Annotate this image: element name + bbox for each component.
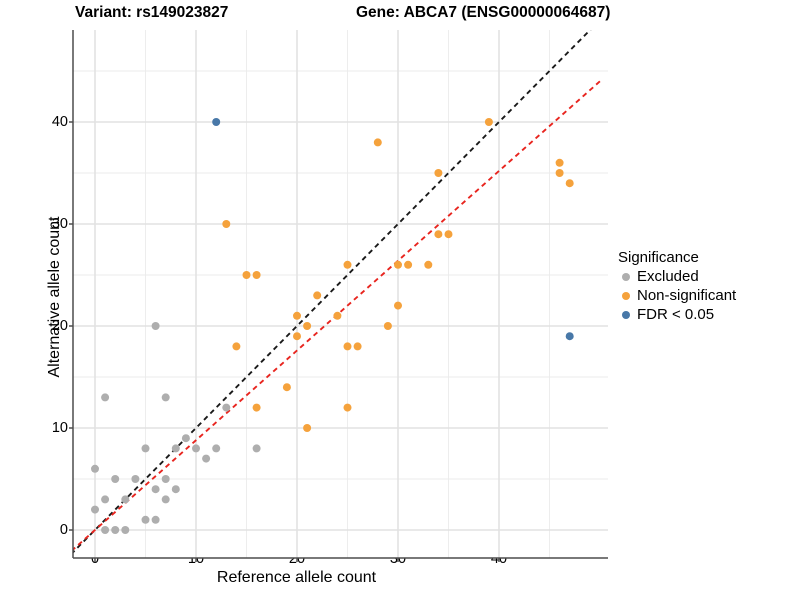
data-point	[101, 393, 110, 402]
data-point	[161, 393, 170, 402]
reference-line-fit	[73, 80, 601, 551]
legend-title: Significance	[618, 249, 699, 266]
data-point	[434, 169, 443, 177]
data-point	[151, 322, 160, 330]
data-point	[121, 495, 130, 504]
data-point	[313, 291, 322, 300]
data-point	[141, 515, 150, 524]
legend-item-non-significant[interactable]: Non-significant	[618, 286, 798, 305]
data-point	[303, 322, 312, 330]
data-point	[252, 403, 261, 412]
legend-label-excluded: Excluded	[637, 268, 699, 285]
data-point	[343, 403, 352, 412]
data-point	[121, 526, 130, 534]
title-row: Variant: rs149023827 Gene: ABCA7 (ENSG00…	[0, 4, 800, 30]
data-point	[111, 526, 120, 534]
data-point	[565, 179, 574, 188]
variant-title: Variant: rs149023827	[75, 4, 229, 21]
grid-lines	[73, 30, 608, 558]
legend: Significance Excluded Non-significant FD…	[618, 249, 798, 324]
data-point	[303, 424, 312, 432]
legend-swatch-non-significant-icon	[618, 288, 634, 304]
data-point	[192, 444, 200, 453]
data-point	[484, 118, 493, 126]
data-point	[394, 301, 402, 310]
data-point	[171, 444, 180, 453]
data-point	[293, 332, 301, 341]
data-point	[222, 403, 231, 412]
legend-item-fdr-significant[interactable]: FDR < 0.05	[618, 305, 798, 324]
y-tick-label: 0	[59, 522, 68, 538]
data-point	[383, 322, 392, 330]
data-point	[404, 260, 413, 269]
data-point	[444, 230, 453, 239]
data-point	[151, 515, 160, 524]
data-point	[252, 271, 261, 279]
data-point	[434, 230, 443, 239]
data-point	[181, 434, 190, 443]
reference-line-identity	[73, 30, 592, 554]
y-tick-label: 20	[51, 318, 68, 334]
data-point	[333, 311, 342, 320]
legend-item-excluded[interactable]: Excluded	[618, 267, 798, 286]
y-tick-label: 10	[51, 420, 68, 436]
data-point	[91, 464, 99, 473]
data-point	[343, 260, 352, 269]
legend-swatch-excluded-icon	[618, 269, 634, 285]
data-point	[373, 138, 382, 147]
y-tick-labels: 40 30 20 10 0	[20, 0, 68, 600]
legend-label-non-significant: Non-significant	[637, 287, 737, 304]
data-point	[232, 342, 241, 351]
data-point	[222, 220, 231, 228]
legend-label-fdr-significant: FDR < 0.05	[637, 306, 715, 323]
data-point	[353, 342, 362, 351]
data-point	[394, 260, 402, 269]
data-point	[282, 383, 291, 392]
data-point	[161, 495, 170, 504]
legend-swatch-fdr-significant-icon	[618, 307, 634, 323]
data-point	[343, 342, 352, 351]
data-point	[171, 485, 180, 494]
plot-canvas	[73, 30, 608, 558]
data-point	[131, 475, 140, 483]
data-point	[242, 271, 251, 279]
data-point	[91, 505, 99, 514]
data-point	[101, 495, 110, 504]
y-tick-label: 30	[51, 216, 68, 232]
gene-title: Gene: ABCA7 (ENSG00000064687)	[356, 4, 611, 21]
data-point	[101, 526, 110, 534]
data-point	[212, 444, 221, 453]
data-point	[555, 158, 564, 167]
data-point	[252, 444, 261, 453]
x-axis-title: Reference allele count	[216, 569, 377, 586]
data-point	[424, 260, 433, 269]
data-point	[555, 169, 564, 177]
plot-panel	[73, 30, 608, 558]
data-point	[212, 118, 221, 126]
data-points	[91, 118, 574, 534]
reference-lines	[73, 30, 601, 554]
data-point	[565, 332, 574, 341]
data-point	[202, 454, 211, 463]
data-point	[161, 475, 170, 483]
y-tick-label: 40	[51, 114, 68, 130]
data-point	[111, 475, 120, 483]
data-point	[293, 311, 301, 320]
data-point	[151, 485, 160, 494]
data-point	[141, 444, 150, 453]
